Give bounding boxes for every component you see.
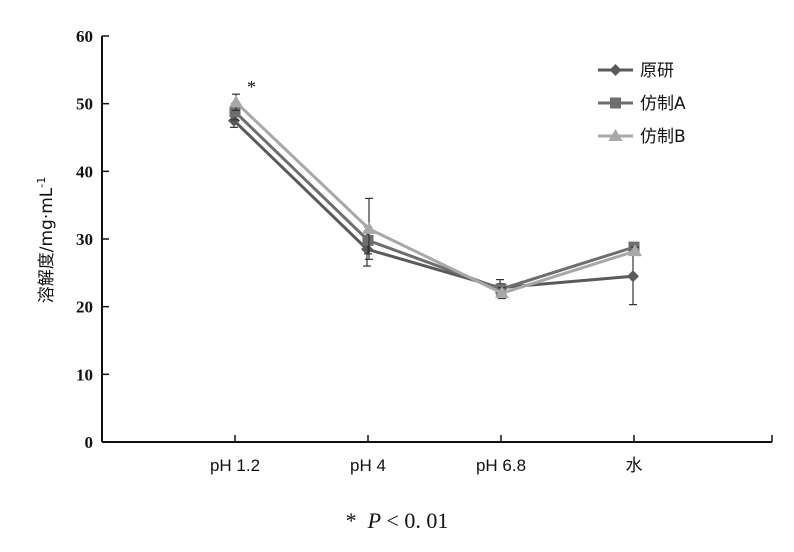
y-axis-title: 溶解度/mg·mL-1 (35, 177, 57, 303)
x-category-label: pH 1.2 (210, 456, 260, 475)
legend-item: 仿制B (598, 127, 686, 147)
legend-marker (609, 64, 622, 76)
series-3 (229, 93, 642, 300)
data-point (495, 286, 509, 299)
solubility-chart: 溶解度/mg·mL-1 0 10 20 30 40 50 60 pH 1.2 pH 4 pH 6.… (35, 27, 773, 475)
data-point (362, 221, 376, 234)
y-axis-title-main: 溶解度/mg·mL (37, 187, 57, 303)
series-line (234, 101, 636, 295)
significance-footnote: * P < 0. 01 (0, 508, 794, 534)
data-point (627, 270, 639, 283)
data-point (228, 114, 240, 127)
y-tick-label: 20 (76, 298, 93, 317)
data-point (229, 106, 241, 118)
legend-item: 仿制A (598, 94, 686, 114)
x-category-label: 水 (626, 456, 643, 475)
y-axis-title-superscript: -1 (35, 177, 48, 188)
y-tick-label: 30 (76, 230, 93, 249)
data-point (628, 244, 642, 257)
legend-label: 仿制A (640, 94, 686, 114)
y-tick-label: 0 (85, 433, 94, 452)
legend-marker (610, 97, 621, 109)
series-1 (228, 113, 639, 306)
x-category-label: pH 6.8 (476, 456, 526, 475)
series-line (232, 119, 634, 290)
series-line (233, 110, 635, 291)
y-tick-label: 40 (76, 162, 93, 181)
footnote-threshold: < 0. 01 (386, 508, 449, 533)
y-tick-label: 60 (76, 27, 93, 46)
legend-label: 原研 (640, 61, 674, 81)
series-2 (229, 103, 640, 296)
y-tick-label: 50 (76, 95, 93, 114)
y-tick-label: 10 (76, 365, 93, 384)
data-point (362, 234, 374, 246)
legend-marker (608, 129, 623, 141)
footnote-star: * (345, 508, 357, 533)
footnote-p: P (367, 508, 382, 533)
legend-label: 仿制B (640, 127, 686, 147)
data-point (229, 95, 243, 108)
data-point (361, 243, 373, 256)
legend-item: 原研 (598, 61, 674, 81)
x-category-label: pH 4 (350, 456, 386, 475)
svg-text:溶解度/mg·mL-1: 溶解度/mg·mL-1 (35, 177, 57, 303)
significance-star: * (247, 77, 256, 97)
